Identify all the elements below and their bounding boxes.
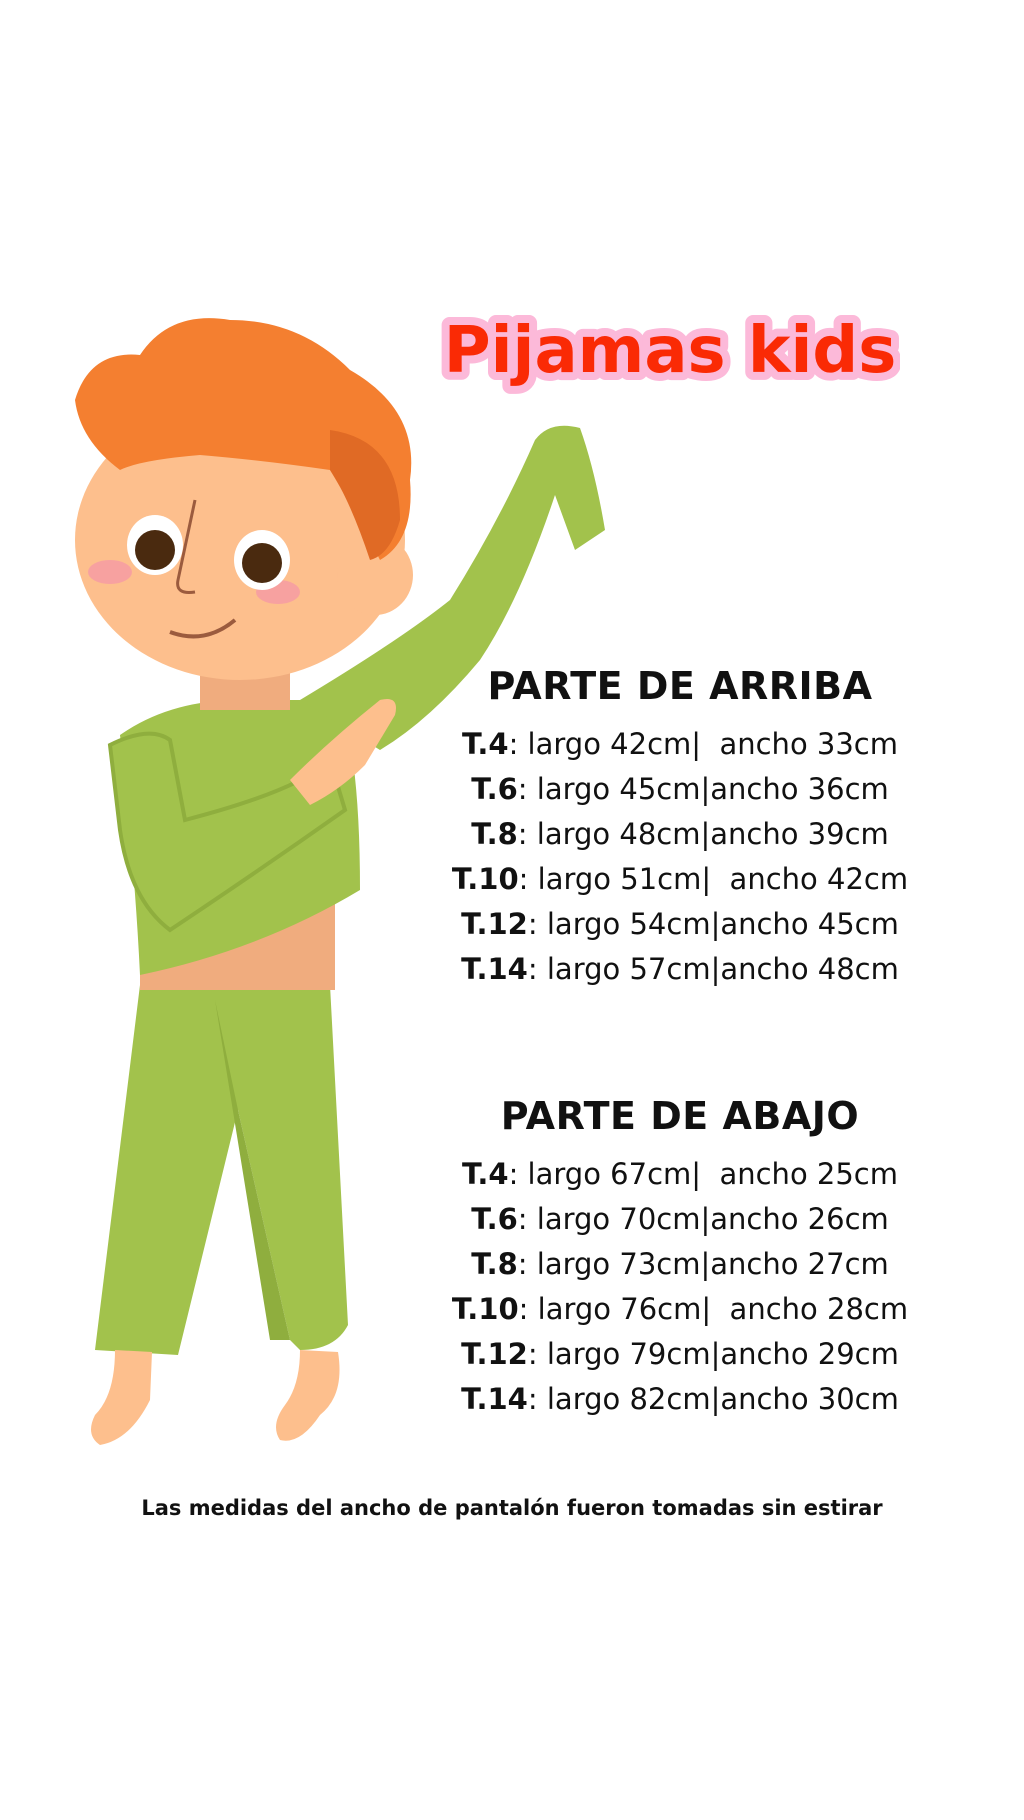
pijamas-kids-logo: Pijamas kids (440, 306, 900, 396)
size-row: T.6: largo 45cm|ancho 36cm (420, 767, 940, 812)
size-measurements: : largo 57cm|ancho 48cm (527, 952, 899, 986)
feet (91, 1350, 340, 1445)
top-title: PARTE DE ARRIBA (487, 664, 873, 708)
size-measurements: : largo 70cm|ancho 26cm (517, 1202, 889, 1236)
logo-text: Pijamas kids (444, 314, 897, 388)
size-label: T.4 (461, 727, 509, 761)
size-label: T.14 (461, 952, 528, 986)
size-row: T.4: largo 67cm| ancho 25cm (420, 1152, 940, 1197)
size-measurements: : largo 45cm|ancho 36cm (517, 772, 889, 806)
size-label: T.6 (471, 772, 518, 806)
pants (95, 985, 348, 1355)
size-row: T.14: largo 57cm|ancho 48cm (420, 947, 940, 992)
size-measurements: : largo 67cm| ancho 25cm (508, 1157, 898, 1191)
size-label: T.8 (471, 817, 518, 851)
size-row: T.10: largo 76cm| ancho 28cm (420, 1287, 940, 1332)
size-row: T.12: largo 54cm|ancho 45cm (420, 902, 940, 947)
size-measurements: : largo 48cm|ancho 39cm (517, 817, 889, 851)
size-row: T.10: largo 51cm| ancho 42cm (420, 857, 940, 902)
size-row: T.12: largo 79cm|ancho 29cm (420, 1332, 940, 1377)
shirt (107, 425, 605, 975)
size-measurements: : largo 73cm|ancho 27cm (517, 1247, 889, 1281)
size-label: T.12 (461, 1337, 528, 1371)
head (75, 400, 413, 680)
top-measurements: PARTE DE ARRIBA T.4: largo 42cm| ancho 3… (420, 664, 940, 992)
size-measurements: : largo 54cm|ancho 45cm (527, 907, 899, 941)
size-label: T.6 (471, 1202, 518, 1236)
size-row: T.4: largo 42cm| ancho 33cm (420, 722, 940, 767)
size-row: T.8: largo 73cm|ancho 27cm (420, 1242, 940, 1287)
size-label: T.8 (471, 1247, 518, 1281)
size-measurements: : largo 42cm| ancho 33cm (508, 727, 898, 761)
hand (290, 699, 396, 805)
size-measurements: : largo 51cm| ancho 42cm (518, 862, 909, 896)
bottom-title: PARTE DE ABAJO (500, 1094, 860, 1138)
size-row: T.8: largo 48cm|ancho 39cm (420, 812, 940, 857)
size-label: T.12 (461, 907, 528, 941)
size-measurements: : largo 79cm|ancho 29cm (527, 1337, 899, 1371)
bottom-measurements: PARTE DE ABAJO T.4: largo 67cm| ancho 25… (420, 1094, 940, 1422)
size-row: T.14: largo 82cm|ancho 30cm (420, 1377, 940, 1422)
size-measurements: : largo 76cm| ancho 28cm (518, 1292, 909, 1326)
size-label: T.4 (461, 1157, 509, 1191)
size-row: T.6: largo 70cm|ancho 26cm (420, 1197, 940, 1242)
hair (75, 318, 412, 560)
footer-note: Las medidas del ancho de pantalón fueron… (141, 1496, 883, 1520)
size-label: T.10 (451, 1292, 519, 1326)
size-label: T.10 (451, 862, 519, 896)
size-label: T.14 (461, 1382, 528, 1416)
size-measurements: : largo 82cm|ancho 30cm (527, 1382, 899, 1416)
